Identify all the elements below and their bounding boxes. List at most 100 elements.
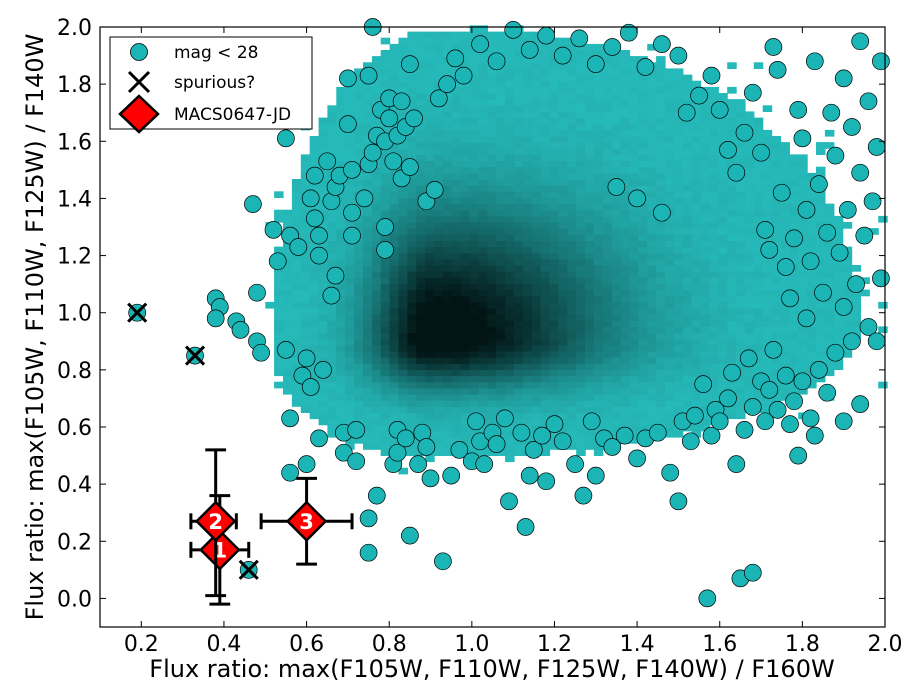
density-bin-1289 [469,400,480,407]
density-bin-984 [425,154,435,162]
y-axis-label: Flux ratio: max(F105W, F110W, F125W) / F… [21,34,49,621]
density-bin-2646 [647,326,657,334]
density-bin-3303 [744,148,755,155]
density-bin-3160 [727,381,737,389]
density-bin-1120 [442,166,453,174]
density-bin-813 [407,351,417,358]
density-bin-499 [363,240,373,248]
density-bin-2396 [611,308,622,315]
density-bin-674 [389,369,400,377]
density-bin-2335 [602,283,613,291]
density-bin-1317 [469,228,480,235]
density-bin-3280 [744,289,755,297]
density-bin-657 [380,62,391,69]
density-bin-3558 [798,234,808,241]
spurious-marker-0 [127,302,148,323]
density-bin-559 [371,258,382,266]
density-bin-2447 [620,387,631,395]
data-point-42 [343,203,361,222]
density-bin-299 [336,363,346,370]
density-bin-2602 [638,215,648,223]
density-bin-1731 [522,258,533,266]
density-bin-1080 [442,412,453,420]
density-bin-3236 [736,246,746,254]
density-bin-1044 [434,209,444,217]
density-bin-3407 [771,394,782,401]
data-point-23 [301,378,320,396]
density-bin-2302 [593,80,604,88]
density-bin-2565 [629,56,639,63]
density-bin-2083 [567,185,577,192]
density-bin-1837 [531,31,542,39]
density-bin-757 [398,277,408,284]
density-bin-2894 [682,295,693,303]
density-bin-822 [407,295,417,303]
density-bin-3561 [798,215,808,223]
density-bin-1571 [505,387,515,395]
density-bin-3618 [816,308,826,315]
density-bin-1436 [487,363,497,370]
density-bin-1389 [478,222,488,229]
density-bin-140 [309,400,320,407]
density-bin-41 [283,301,293,309]
density-bin-2509 [629,400,639,407]
data-point-183 [843,118,861,136]
density-bin-770 [398,197,408,205]
density-bin-2153 [576,172,586,180]
density-bin-1455 [487,246,497,254]
data-point-88 [467,412,485,431]
density-bin-1268 [460,105,471,112]
density-bin-1576 [505,357,515,364]
density-bin-1179 [451,228,462,235]
data-point-18 [281,463,299,482]
density-bin-3559 [798,228,808,235]
data-point-207 [628,189,646,208]
density-bin-1271 [460,86,471,94]
density-bin-1816 [531,160,542,168]
data-point-61 [384,152,403,171]
density-bin-3632 [816,222,826,229]
density-bin-1180 [451,222,462,229]
data-point-66 [392,92,411,111]
density-bin-2164 [576,105,586,112]
density-bin-334 [336,148,346,155]
density-bin-1198 [451,111,462,119]
density-bin-1397 [478,172,488,180]
density-bin-3714 [842,258,853,266]
density-bin-2664 [647,215,657,223]
density-bin-1136 [442,68,453,76]
density-bin-997 [425,74,435,82]
density-bin-1669 [514,209,524,217]
density-bin-766 [398,222,408,229]
density-bin-2075 [567,234,577,241]
data-point-166 [781,289,799,308]
density-bin-303 [336,338,346,346]
density-bin-2434 [611,74,622,82]
density-bin-3193 [727,179,737,186]
density-bin-1338 [469,99,480,106]
density-bin-3734 [878,381,888,389]
density-bin-2360 [602,129,613,137]
density-bin-311 [336,289,346,297]
density-bin-191 [318,375,329,383]
density-bin-2535 [629,240,639,248]
density-bin-856 [407,86,417,94]
data-point-128 [739,349,758,368]
density-bin-1959 [549,123,559,131]
density-bin-2291 [593,148,604,155]
density-bin-114 [300,289,311,297]
density-bin-2950 [691,314,702,321]
density-bin-1406 [478,117,488,125]
density-bin-2122 [576,363,586,370]
density-bin-2821 [673,381,684,389]
density-bin-1603 [505,191,515,198]
density-bin-1216 [460,424,471,432]
data-point-156 [727,163,746,182]
density-bin-1552 [496,74,506,82]
density-bin-1990 [558,344,568,352]
density-bin-185 [318,412,329,420]
density-bin-80 [291,265,302,272]
density-bin-3164 [727,357,737,364]
density-bin-1154 [451,381,462,389]
density-bin-2572 [638,400,648,407]
